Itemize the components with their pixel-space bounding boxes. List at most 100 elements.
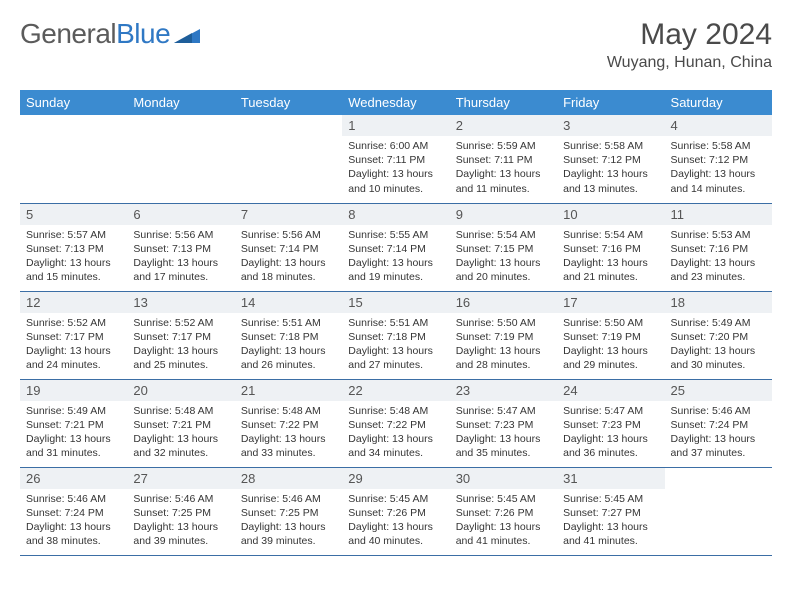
month-title: May 2024 (607, 18, 772, 52)
day-details: Sunrise: 5:59 AMSunset: 7:11 PMDaylight:… (450, 136, 557, 202)
day-details: Sunrise: 6:00 AMSunset: 7:11 PMDaylight:… (342, 136, 449, 202)
day-details: Sunrise: 5:48 AMSunset: 7:21 PMDaylight:… (127, 401, 234, 467)
calendar-cell: 31Sunrise: 5:45 AMSunset: 7:27 PMDayligh… (557, 467, 664, 555)
day-details: Sunrise: 5:45 AMSunset: 7:26 PMDaylight:… (450, 489, 557, 555)
calendar-cell: 26Sunrise: 5:46 AMSunset: 7:24 PMDayligh… (20, 467, 127, 555)
day-number: 3 (557, 115, 664, 136)
calendar-cell: 11Sunrise: 5:53 AMSunset: 7:16 PMDayligh… (665, 203, 772, 291)
calendar-cell: .. (665, 467, 772, 555)
calendar-cell: 10Sunrise: 5:54 AMSunset: 7:16 PMDayligh… (557, 203, 664, 291)
calendar-cell: 18Sunrise: 5:49 AMSunset: 7:20 PMDayligh… (665, 291, 772, 379)
day-details: Sunrise: 5:52 AMSunset: 7:17 PMDaylight:… (20, 313, 127, 379)
calendar-cell: 14Sunrise: 5:51 AMSunset: 7:18 PMDayligh… (235, 291, 342, 379)
day-number: 10 (557, 204, 664, 225)
brand-logo: GeneralBlue (20, 18, 200, 50)
day-number: 19 (20, 380, 127, 401)
day-number: 8 (342, 204, 449, 225)
day-number: 31 (557, 468, 664, 489)
day-details: Sunrise: 5:54 AMSunset: 7:16 PMDaylight:… (557, 225, 664, 291)
day-number: 11 (665, 204, 772, 225)
weekday-header: Monday (127, 90, 234, 115)
day-number: 2 (450, 115, 557, 136)
day-number: 21 (235, 380, 342, 401)
calendar-cell: 7Sunrise: 5:56 AMSunset: 7:14 PMDaylight… (235, 203, 342, 291)
day-details: Sunrise: 5:47 AMSunset: 7:23 PMDaylight:… (557, 401, 664, 467)
calendar-cell: 19Sunrise: 5:49 AMSunset: 7:21 PMDayligh… (20, 379, 127, 467)
calendar-cell: 13Sunrise: 5:52 AMSunset: 7:17 PMDayligh… (127, 291, 234, 379)
day-number: 9 (450, 204, 557, 225)
weekday-header: Thursday (450, 90, 557, 115)
day-details: Sunrise: 5:47 AMSunset: 7:23 PMDaylight:… (450, 401, 557, 467)
day-details: Sunrise: 5:58 AMSunset: 7:12 PMDaylight:… (665, 136, 772, 202)
weekday-header: Saturday (665, 90, 772, 115)
day-number: 1 (342, 115, 449, 136)
day-number: 26 (20, 468, 127, 489)
calendar-cell: .. (20, 115, 127, 203)
day-details: Sunrise: 5:46 AMSunset: 7:25 PMDaylight:… (127, 489, 234, 555)
calendar-cell: 24Sunrise: 5:47 AMSunset: 7:23 PMDayligh… (557, 379, 664, 467)
calendar-table: SundayMondayTuesdayWednesdayThursdayFrid… (20, 90, 772, 556)
day-details: Sunrise: 5:50 AMSunset: 7:19 PMDaylight:… (450, 313, 557, 379)
day-number: 5 (20, 204, 127, 225)
calendar-cell: 17Sunrise: 5:50 AMSunset: 7:19 PMDayligh… (557, 291, 664, 379)
weekday-header: Sunday (20, 90, 127, 115)
calendar-cell: 27Sunrise: 5:46 AMSunset: 7:25 PMDayligh… (127, 467, 234, 555)
calendar-cell: 1Sunrise: 6:00 AMSunset: 7:11 PMDaylight… (342, 115, 449, 203)
calendar-row: 26Sunrise: 5:46 AMSunset: 7:24 PMDayligh… (20, 467, 772, 555)
day-number: 20 (127, 380, 234, 401)
calendar-cell: 8Sunrise: 5:55 AMSunset: 7:14 PMDaylight… (342, 203, 449, 291)
day-details: Sunrise: 5:46 AMSunset: 7:24 PMDaylight:… (20, 489, 127, 555)
day-number: 30 (450, 468, 557, 489)
day-details: Sunrise: 5:56 AMSunset: 7:13 PMDaylight:… (127, 225, 234, 291)
calendar-row: 19Sunrise: 5:49 AMSunset: 7:21 PMDayligh… (20, 379, 772, 467)
day-number: 12 (20, 292, 127, 313)
calendar-cell: 3Sunrise: 5:58 AMSunset: 7:12 PMDaylight… (557, 115, 664, 203)
calendar-body: ......1Sunrise: 6:00 AMSunset: 7:11 PMDa… (20, 115, 772, 555)
day-number: 23 (450, 380, 557, 401)
weekday-header: Wednesday (342, 90, 449, 115)
day-details: Sunrise: 5:54 AMSunset: 7:15 PMDaylight:… (450, 225, 557, 291)
calendar-cell: 12Sunrise: 5:52 AMSunset: 7:17 PMDayligh… (20, 291, 127, 379)
day-number: 15 (342, 292, 449, 313)
day-details: Sunrise: 5:57 AMSunset: 7:13 PMDaylight:… (20, 225, 127, 291)
day-number: 18 (665, 292, 772, 313)
day-details: Sunrise: 5:48 AMSunset: 7:22 PMDaylight:… (342, 401, 449, 467)
day-details: Sunrise: 5:51 AMSunset: 7:18 PMDaylight:… (235, 313, 342, 379)
day-details: Sunrise: 5:46 AMSunset: 7:24 PMDaylight:… (665, 401, 772, 467)
day-number: 27 (127, 468, 234, 489)
day-number: 24 (557, 380, 664, 401)
calendar-cell: 20Sunrise: 5:48 AMSunset: 7:21 PMDayligh… (127, 379, 234, 467)
calendar-cell: 15Sunrise: 5:51 AMSunset: 7:18 PMDayligh… (342, 291, 449, 379)
day-number: 22 (342, 380, 449, 401)
day-number: 16 (450, 292, 557, 313)
brand-part1: General (20, 18, 116, 50)
day-details: Sunrise: 5:50 AMSunset: 7:19 PMDaylight:… (557, 313, 664, 379)
day-details: Sunrise: 5:49 AMSunset: 7:21 PMDaylight:… (20, 401, 127, 467)
calendar-cell: 30Sunrise: 5:45 AMSunset: 7:26 PMDayligh… (450, 467, 557, 555)
page-header: GeneralBlue May 2024 Wuyang, Hunan, Chin… (20, 18, 772, 72)
location-text: Wuyang, Hunan, China (607, 54, 772, 72)
calendar-cell: 29Sunrise: 5:45 AMSunset: 7:26 PMDayligh… (342, 467, 449, 555)
day-number: 7 (235, 204, 342, 225)
calendar-row: ......1Sunrise: 6:00 AMSunset: 7:11 PMDa… (20, 115, 772, 203)
calendar-cell: 16Sunrise: 5:50 AMSunset: 7:19 PMDayligh… (450, 291, 557, 379)
day-details: Sunrise: 5:49 AMSunset: 7:20 PMDaylight:… (665, 313, 772, 379)
calendar-cell: .. (235, 115, 342, 203)
calendar-cell: 21Sunrise: 5:48 AMSunset: 7:22 PMDayligh… (235, 379, 342, 467)
day-details: Sunrise: 5:58 AMSunset: 7:12 PMDaylight:… (557, 136, 664, 202)
weekday-header: Tuesday (235, 90, 342, 115)
day-details: Sunrise: 5:56 AMSunset: 7:14 PMDaylight:… (235, 225, 342, 291)
day-number: 4 (665, 115, 772, 136)
calendar-cell: 22Sunrise: 5:48 AMSunset: 7:22 PMDayligh… (342, 379, 449, 467)
day-details: Sunrise: 5:45 AMSunset: 7:26 PMDaylight:… (342, 489, 449, 555)
calendar-cell: 5Sunrise: 5:57 AMSunset: 7:13 PMDaylight… (20, 203, 127, 291)
calendar-cell: 23Sunrise: 5:47 AMSunset: 7:23 PMDayligh… (450, 379, 557, 467)
calendar-cell: .. (127, 115, 234, 203)
title-block: May 2024 Wuyang, Hunan, China (607, 18, 772, 72)
calendar-cell: 2Sunrise: 5:59 AMSunset: 7:11 PMDaylight… (450, 115, 557, 203)
brand-part2: Blue (116, 18, 170, 50)
calendar-row: 12Sunrise: 5:52 AMSunset: 7:17 PMDayligh… (20, 291, 772, 379)
calendar-cell: 9Sunrise: 5:54 AMSunset: 7:15 PMDaylight… (450, 203, 557, 291)
day-details: Sunrise: 5:51 AMSunset: 7:18 PMDaylight:… (342, 313, 449, 379)
calendar-cell: 4Sunrise: 5:58 AMSunset: 7:12 PMDaylight… (665, 115, 772, 203)
